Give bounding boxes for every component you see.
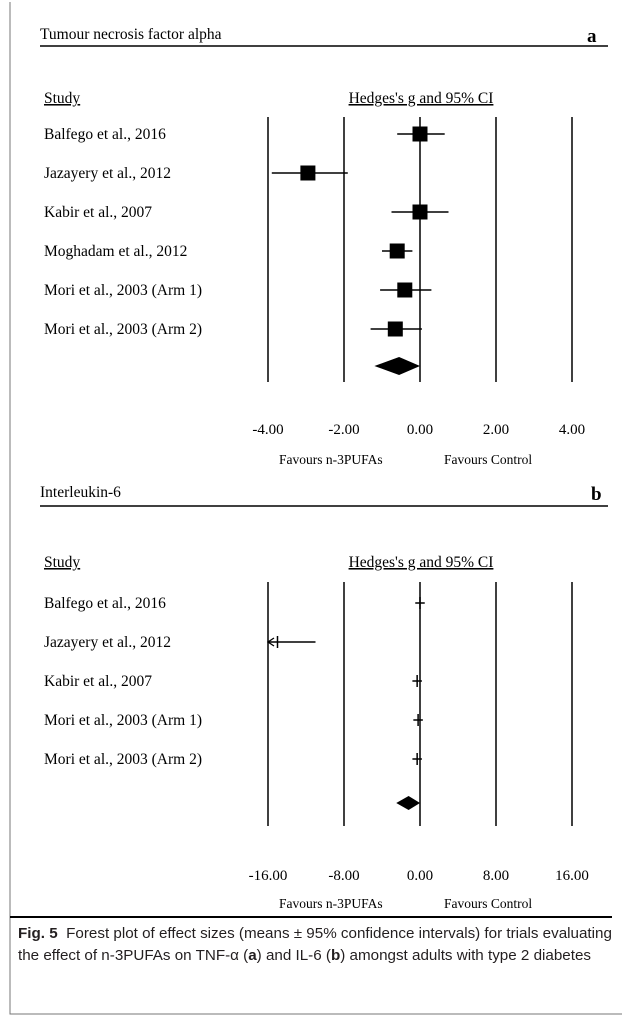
caption-text-3: ) amongst adults with type 2 diabetes <box>340 947 591 964</box>
panel-b-tick-label-2: 0.00 <box>407 868 433 884</box>
panel-a-tick-label-0: -4.00 <box>252 422 283 438</box>
forest-plot-tnf-alpha: Tumour necrosis factor alpha a Study Hed… <box>40 26 608 467</box>
panel-b-study-name-1: Jazayery et al., 2012 <box>44 634 171 651</box>
panel-b-tick-label-3: 8.00 <box>483 868 509 884</box>
panel-a-study-name-3: Moghadam et al., 2012 <box>44 243 187 260</box>
panel-b-tick-label-0: -16.00 <box>249 868 288 884</box>
caption-letter-b: b <box>331 947 340 964</box>
panel-a-study-name-2: Kabir et al., 2007 <box>44 204 152 221</box>
panel-a-effect-header: Hedges's g and 95% CI <box>349 90 494 107</box>
figure-caption: Fig. 5 Forest plot of effect sizes (mean… <box>18 923 623 966</box>
panel-a-summary-diamond <box>374 357 420 375</box>
panel-b-tick-label-1: -8.00 <box>328 868 359 884</box>
panel-a-favours-right: Favours Control <box>444 452 532 467</box>
panel-b-tick-label-4: 16.00 <box>555 868 589 884</box>
panel-b-grid <box>268 582 572 826</box>
panel-b-study-name-2: Kabir et al., 2007 <box>44 673 152 690</box>
panel-a-grid <box>268 117 572 382</box>
panel-b-favours-right: Favours Control <box>444 896 532 911</box>
caption-fig-label: Fig. 5 <box>18 925 58 942</box>
figure-border <box>10 2 622 1014</box>
panel-a-title: Tumour necrosis factor alpha <box>40 26 222 43</box>
panel-a-tick-labels: -4.00 -2.00 0.00 2.00 4.00 <box>252 422 585 438</box>
panel-b-study-name-3: Mori et al., 2003 (Arm 1) <box>44 712 202 729</box>
panel-a-study-name-1: Jazayery et al., 2012 <box>44 165 171 182</box>
panel-b-effect-header: Hedges's g and 95% CI <box>349 554 494 571</box>
panel-b-title: Interleukin-6 <box>40 484 121 501</box>
panel-b-study-header: Study <box>44 554 80 571</box>
panel-a-study-header: Study <box>44 90 80 107</box>
forest-plot-interleukin-6: Interleukin-6 b Study Hedges's g and 95%… <box>40 484 608 911</box>
panel-a-point-estimate-4 <box>397 283 412 298</box>
panel-b-letter: b <box>591 484 602 505</box>
panel-b-study-name-4: Mori et al., 2003 (Arm 2) <box>44 751 202 768</box>
panel-a-tick-label-4: 4.00 <box>559 422 585 438</box>
panel-a-tick-label-1: -2.00 <box>328 422 359 438</box>
panel-a-tick-label-2: 0.00 <box>407 422 433 438</box>
panel-a-study-name-0: Balfego et al., 2016 <box>44 126 166 143</box>
panel-a-point-estimate-0 <box>413 127 428 142</box>
panel-a-point-estimate-3 <box>390 244 405 259</box>
panel-b-tick-labels: -16.00 -8.00 0.00 8.00 16.00 <box>249 868 589 884</box>
panel-b-study-name-0: Balfego et al., 2016 <box>44 595 166 612</box>
caption-letter-a: a <box>248 947 256 964</box>
panel-b-study-rows: Balfego et al., 2016 Jazayery et al., 201… <box>44 595 425 810</box>
panel-a-point-estimate-1 <box>300 166 315 181</box>
panel-a-study-name-4: Mori et al., 2003 (Arm 1) <box>44 282 202 299</box>
panel-a-study-name-5: Mori et al., 2003 (Arm 2) <box>44 321 202 338</box>
panel-a-study-rows: Balfego et al., 2016 Jazayery et al., 201… <box>44 126 449 375</box>
panel-a-point-estimate-5 <box>388 322 403 337</box>
panel-b-favours-left: Favours n-3PUFAs <box>279 896 383 911</box>
caption-text-2: ) and IL-6 ( <box>257 947 331 964</box>
panel-a-favours-left: Favours n-3PUFAs <box>279 452 383 467</box>
panel-a-point-estimate-2 <box>413 205 428 220</box>
panel-b-summary-diamond <box>396 796 420 810</box>
panel-a-tick-label-3: 2.00 <box>483 422 509 438</box>
panel-a-letter: a <box>587 26 597 47</box>
